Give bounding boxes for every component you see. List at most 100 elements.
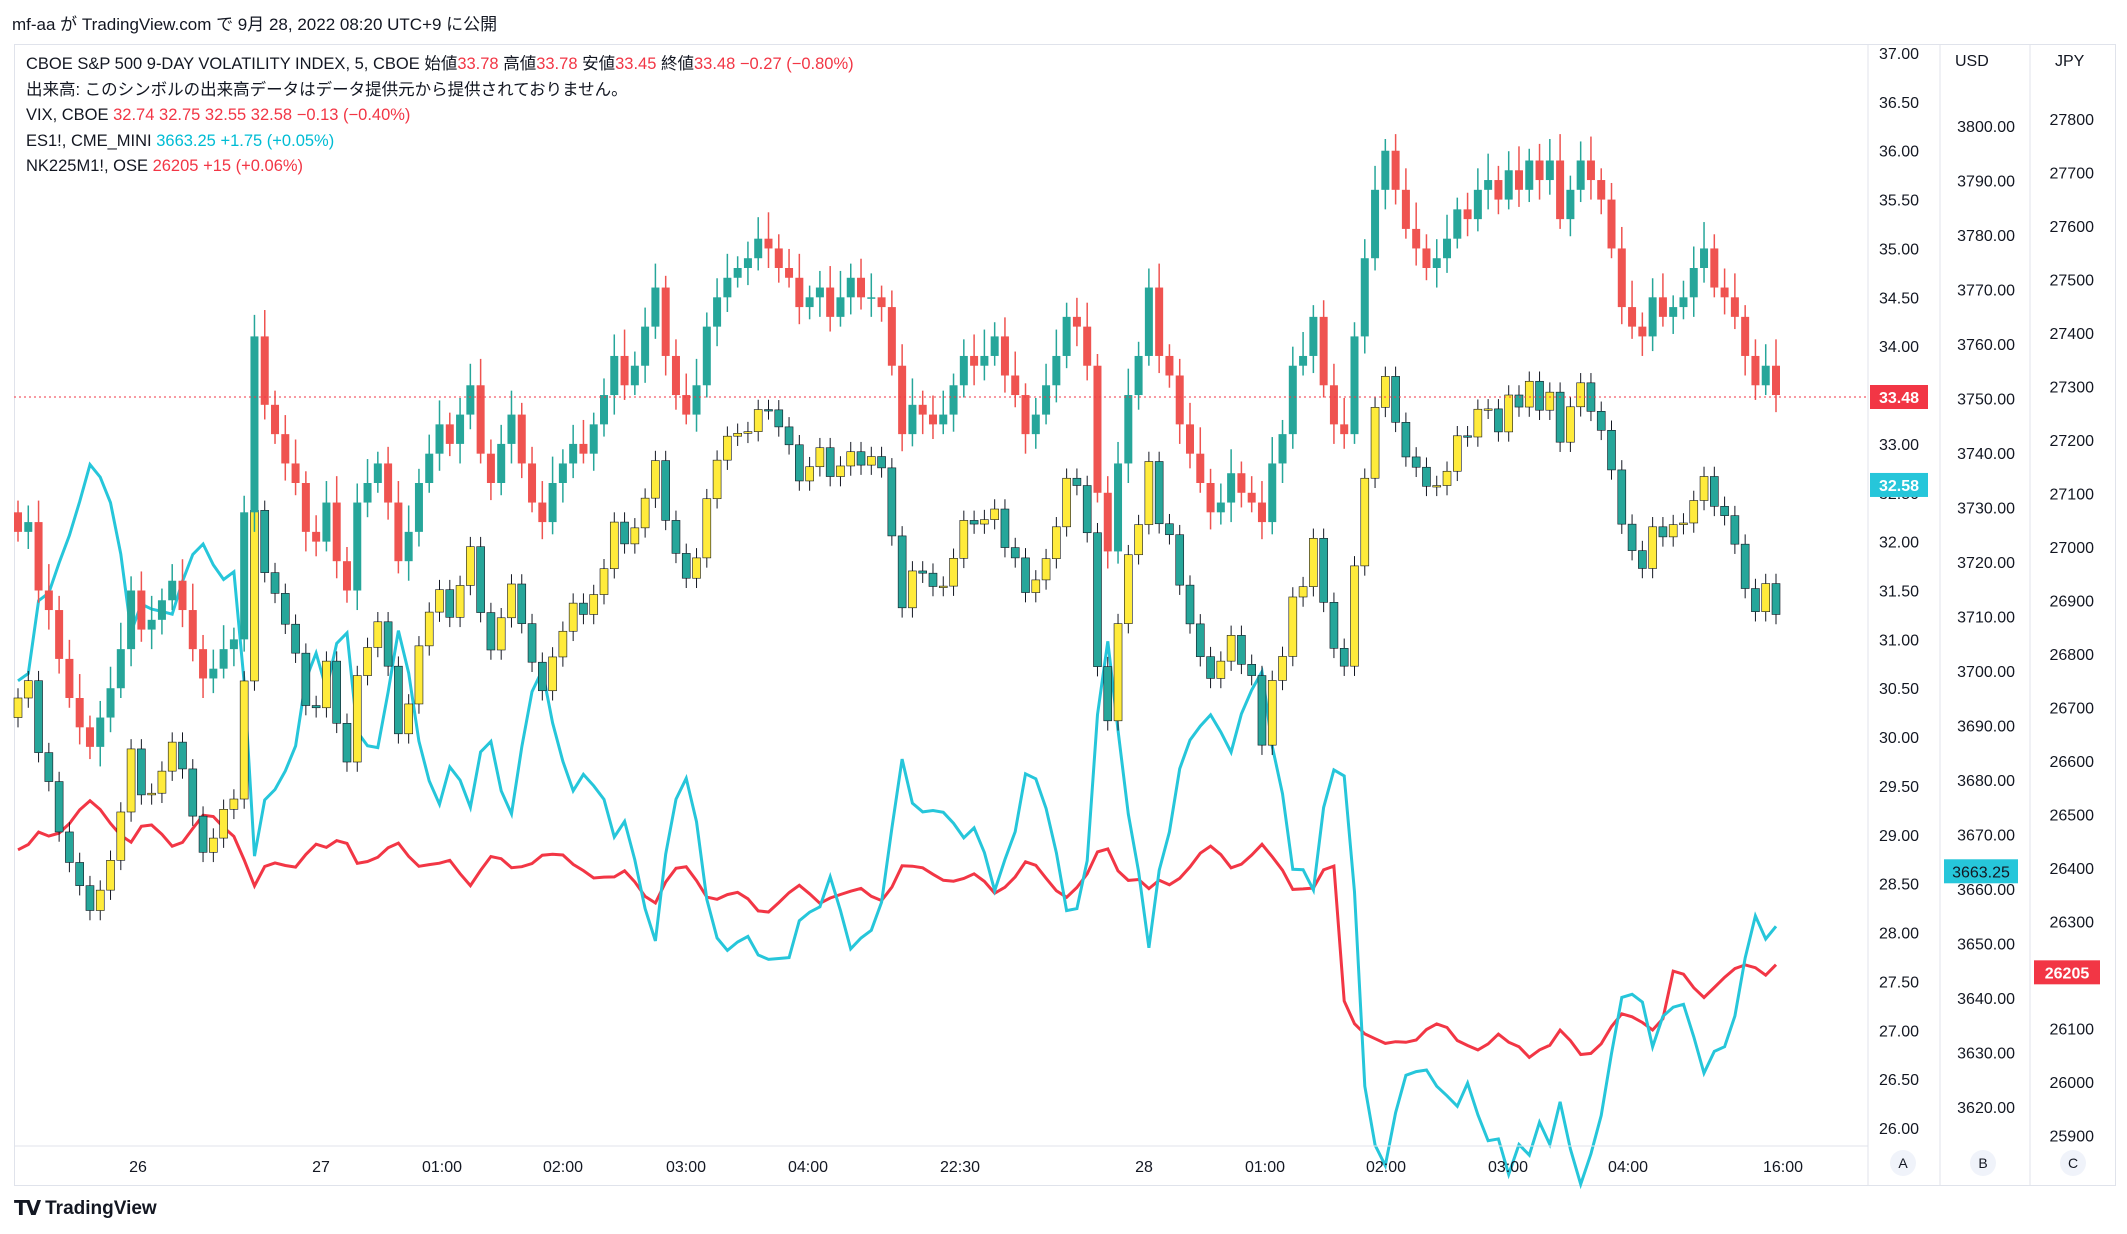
vix-candle-body — [167, 741, 177, 772]
vix-candle-body — [1154, 461, 1164, 525]
vix-candle-body — [1000, 508, 1010, 548]
legend-open-label: 始値 — [424, 55, 458, 73]
vix-candle-body — [856, 451, 866, 466]
main-candle-body — [630, 365, 639, 386]
vix-candle-body — [1761, 583, 1771, 612]
main-candle-body — [980, 355, 989, 366]
main-candle-body — [1453, 209, 1462, 239]
main-candle-body — [1155, 287, 1164, 356]
es-price-label: 3663.25 — [1952, 864, 2010, 881]
x-tick-label: 04:00 — [788, 1159, 828, 1176]
main-candle-body — [826, 287, 835, 317]
vix-candle-body — [1751, 588, 1760, 612]
axis-b-tick-label: 3660.00 — [1957, 882, 2015, 899]
chart-legend: CBOE S&P 500 9-DAY VOLATILITY INDEX, 5, … — [26, 52, 854, 180]
vix-candle-body — [239, 680, 249, 800]
main-candle-body — [116, 649, 125, 689]
main-candle-body — [497, 443, 506, 483]
vix-candle-body — [671, 520, 681, 554]
main-candle-body — [1391, 150, 1400, 190]
main-candle-body — [1545, 160, 1554, 181]
vix-candle-body — [486, 612, 496, 651]
chart-frame[interactable] — [14, 44, 2116, 1186]
axis-b-tick-label: 3750.00 — [1957, 392, 2015, 409]
main-candle-body — [661, 287, 670, 356]
vix-candle-body — [753, 409, 763, 432]
vix-candle-body — [1288, 596, 1298, 657]
vix-candle-body — [1072, 477, 1082, 486]
main-candle-body — [1720, 287, 1729, 298]
legend-vix-row[interactable]: VIX, CBOE 32.74 32.75 32.55 32.58 −0.13 … — [26, 103, 854, 129]
vix-candle-body — [866, 456, 876, 466]
axis-b-tick-label: 3780.00 — [1957, 228, 2015, 245]
main-candle-body — [1340, 424, 1349, 435]
axis-b-tick-label: 3760.00 — [1957, 337, 2015, 354]
vix-candle-body — [661, 460, 670, 521]
x-tick-label: 04:00 — [1608, 1159, 1648, 1176]
vix-candle-body — [44, 752, 54, 782]
vix-candle-body — [1391, 376, 1400, 423]
vix-candle-body — [85, 885, 95, 911]
vix-candle-body — [1021, 557, 1030, 593]
legend-vix-open: 32.74 — [113, 106, 155, 124]
vix-candle-body — [908, 570, 917, 609]
vix-candle-body — [887, 467, 897, 537]
vix-candle-body — [1093, 532, 1102, 667]
vix-price-badge — [1870, 472, 1928, 497]
tradingview-logo-text: TradingView — [45, 1197, 157, 1219]
main-candle-body — [1669, 307, 1678, 317]
main-candle-body — [1761, 365, 1770, 386]
vix-candle-body — [1710, 476, 1719, 507]
vix-candle-body — [342, 722, 352, 763]
vix-candle-body — [918, 570, 928, 574]
legend-vix-close: 32.58 — [250, 106, 293, 124]
vix-candle-body — [630, 527, 640, 545]
main-candle-body — [692, 385, 701, 415]
vix-candle-body — [260, 510, 270, 573]
vix-candle-body — [1144, 461, 1154, 525]
vix-candle-body — [651, 460, 660, 499]
legend-es-row[interactable]: ES1!, CME_MINI 3663.25 +1.75 (+0.05%) — [26, 129, 854, 155]
tradingview-logo[interactable]: 𝗧𝗩 TradingView — [14, 1196, 157, 1221]
main-candle-body — [1679, 297, 1688, 308]
vix-candle-body — [1535, 380, 1544, 411]
axis-c-tick-label: 27600 — [2050, 219, 2095, 236]
vix-candle-body — [1627, 523, 1637, 551]
vix-candle-body — [270, 572, 280, 594]
main-candle-body — [1689, 268, 1698, 298]
vix-candle-body — [1237, 635, 1246, 665]
axis-c-tick-label: 27200 — [2050, 433, 2095, 450]
vix-candle-body — [1679, 522, 1688, 525]
axis-c-button[interactable]: C — [2060, 1150, 2086, 1176]
legend-es-value: 3663.25 — [156, 131, 216, 150]
main-candle-body — [199, 649, 208, 679]
legend-main-row[interactable]: CBOE S&P 500 9-DAY VOLATILITY INDEX, 5, … — [26, 52, 854, 78]
vix-candle-body — [1319, 538, 1328, 603]
main-candle-body — [363, 483, 372, 503]
vix-candle-body — [147, 792, 156, 796]
main-candle-body — [157, 600, 166, 620]
vix-candle-body — [702, 498, 712, 559]
x-tick-label: 01:00 — [1245, 1159, 1285, 1176]
main-candle-body — [867, 297, 876, 299]
es-price-badge — [1944, 859, 2018, 884]
vix-candle-body — [1124, 554, 1133, 624]
main-candle-body — [548, 483, 557, 523]
main-candle-body — [949, 385, 958, 415]
main-candle-body — [970, 355, 979, 366]
vix-candle-body — [517, 583, 527, 624]
vix-candle-body — [1411, 456, 1421, 468]
vix-candle-body — [1082, 485, 1092, 534]
main-candle-body — [301, 483, 310, 532]
axis-a-button[interactable]: A — [1890, 1150, 1916, 1176]
vix-candle-body — [1247, 664, 1256, 676]
main-candle-body — [342, 561, 351, 591]
legend-nk-row[interactable]: NK225M1!, OSE 26205 +15 (+0.06%) — [26, 154, 854, 180]
main-candle-body — [990, 336, 999, 356]
main-candle-body — [1710, 248, 1719, 288]
vix-candle-body — [332, 660, 342, 724]
vix-candle-body — [846, 451, 856, 467]
axis-b-button[interactable]: B — [1970, 1150, 1996, 1176]
main-candle-body — [209, 668, 218, 679]
